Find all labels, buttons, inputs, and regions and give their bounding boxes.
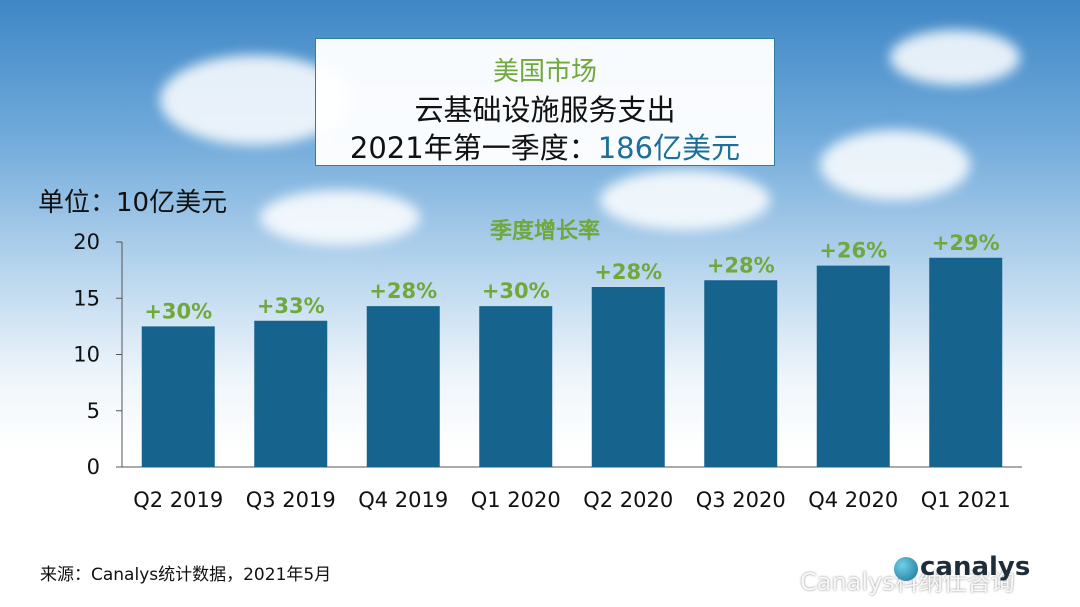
- source-note: 来源：Canalys统计数据，2021年5月: [40, 565, 332, 585]
- bar: [929, 257, 1003, 467]
- bar: [141, 326, 215, 467]
- bar: [254, 320, 328, 467]
- growth-label: +28%: [594, 260, 662, 284]
- series-label: 季度增长率: [490, 218, 600, 244]
- x-tick-label: Q2 2020: [583, 488, 673, 512]
- x-tick-label: Q1 2020: [471, 488, 561, 512]
- brand-logo-icon: [894, 557, 918, 581]
- y-tick-label: 15: [73, 286, 100, 310]
- brand-logo: canalys: [920, 552, 1031, 582]
- y-tick-label: 20: [73, 230, 100, 254]
- bar: [591, 287, 665, 467]
- title-metric: 云基础设施服务支出: [414, 93, 676, 127]
- bar: [479, 306, 553, 467]
- unit-label: 单位：10亿美元: [38, 188, 228, 218]
- growth-label: +28%: [369, 279, 437, 303]
- title-period: 2021年第一季度：186亿美元: [316, 125, 774, 167]
- title-period-prefix: 2021年第一季度：: [349, 131, 598, 165]
- y-tick-label: 10: [73, 343, 100, 367]
- y-tick-label: 5: [87, 399, 100, 423]
- cloud-decoration: [260, 190, 420, 245]
- y-tick-label: 0: [87, 455, 100, 479]
- bar: [366, 306, 440, 467]
- growth-label: +26%: [819, 239, 887, 263]
- growth-label: +33%: [257, 294, 325, 318]
- x-tick-label: Q4 2020: [808, 488, 898, 512]
- cloud-decoration: [890, 30, 1020, 85]
- bar: [704, 280, 778, 467]
- x-tick-label: Q2 2019: [133, 488, 223, 512]
- growth-label: +30%: [482, 279, 550, 303]
- growth-label: +28%: [707, 253, 775, 277]
- growth-label: +30%: [144, 299, 212, 323]
- title-box: 美国市场 云基础设施服务支出 2021年第一季度：186亿美元: [315, 38, 775, 166]
- title-period-value: 186亿美元: [597, 131, 741, 165]
- title-market: 美国市场: [492, 57, 597, 87]
- x-tick-label: Q3 2020: [696, 488, 786, 512]
- x-tick-label: Q1 2021: [921, 488, 1011, 512]
- growth-label: +29%: [932, 231, 1000, 255]
- x-tick-label: Q3 2019: [246, 488, 336, 512]
- cloud-decoration: [820, 130, 970, 200]
- cloud-decoration: [600, 170, 770, 230]
- bar: [816, 265, 890, 467]
- x-tick-label: Q4 2019: [358, 488, 448, 512]
